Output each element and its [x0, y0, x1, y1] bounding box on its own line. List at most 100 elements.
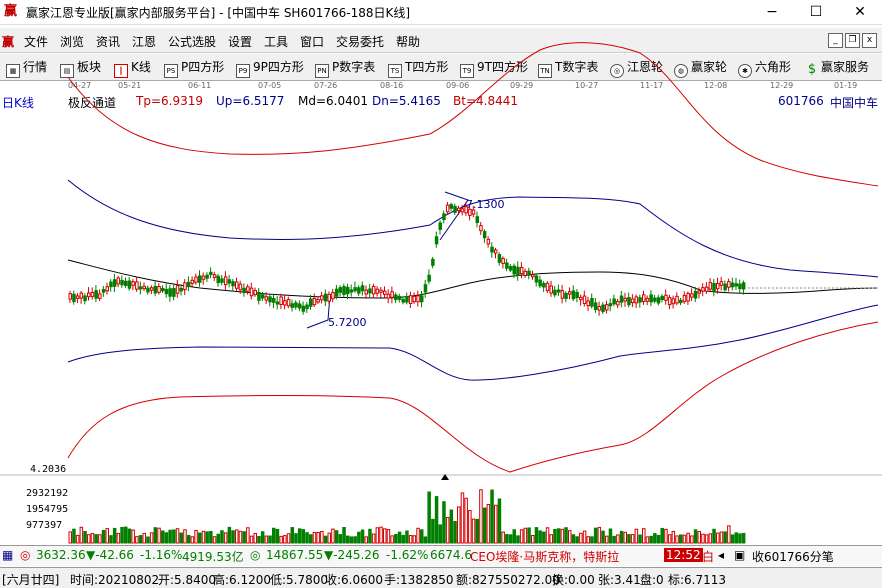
candle-body: [719, 281, 724, 286]
volume-bar: [512, 529, 516, 544]
volume-bar: [616, 534, 620, 544]
mdi-minimize-icon[interactable]: _: [828, 33, 843, 48]
volume-bar: [627, 534, 631, 544]
period-label[interactable]: 日K线: [2, 96, 34, 110]
candle-body: [519, 267, 524, 275]
candle-body: [431, 258, 435, 266]
quotes-button[interactable]: ▦ 行情: [6, 58, 47, 78]
winner-service-button[interactable]: $ 赢家服务: [807, 60, 870, 77]
volume-bar: [231, 530, 235, 544]
9p-square-button[interactable]: P9 9P四方形: [236, 58, 304, 78]
volume-bar: [72, 528, 76, 544]
candle-body: [290, 303, 294, 308]
candle-body: [268, 296, 272, 303]
mdi-close-icon[interactable]: x: [862, 33, 877, 48]
9t-square-button[interactable]: T9 9T四方形: [460, 58, 528, 78]
volume-bar: [660, 527, 664, 544]
news-ticker[interactable]: CEO埃隆·马斯克称，特斯拉: [470, 550, 620, 564]
menu-trade[interactable]: 交易委托: [336, 35, 385, 49]
volume-label: 977397: [26, 520, 62, 531]
volume-bar: [79, 526, 84, 544]
kline-button[interactable]: ┃ K线: [114, 58, 151, 78]
stock-code: 601766: [778, 94, 824, 108]
candlestick-series: [68, 201, 746, 316]
maximize-button[interactable]: ☐: [809, 4, 823, 20]
volume-bar: [586, 536, 590, 544]
volume-bar: [242, 531, 246, 544]
tick-detail-icon[interactable]: ▣: [734, 548, 746, 562]
volume-bar: [101, 530, 106, 544]
candle-body: [161, 287, 165, 292]
menu-window[interactable]: 窗口: [300, 35, 325, 49]
menu-news[interactable]: 资讯: [96, 35, 121, 49]
menu-tools[interactable]: 工具: [264, 35, 289, 49]
candle-body: [416, 295, 420, 303]
candle-body: [194, 276, 198, 283]
candle-body: [453, 205, 457, 213]
minimize-button[interactable]: −: [766, 4, 778, 20]
volume-bar: [357, 531, 361, 544]
sz-pct: -1.62%: [386, 548, 429, 562]
lunar-date: [六月廿四]: [2, 573, 60, 587]
volume-bar: [564, 527, 568, 544]
volume-bar: [579, 532, 583, 544]
menu-file[interactable]: 文件: [24, 35, 49, 49]
candle-body: [94, 290, 98, 299]
volume-bar: [342, 527, 346, 544]
candle-body: [124, 280, 128, 286]
speaker-icon[interactable]: ◂: [718, 548, 725, 562]
volume-bar: [112, 527, 117, 544]
indicator-bar: 日K线 极反通道 Tp=6.9319 Up=6.5177 Md=6.0401 D…: [0, 92, 882, 110]
ticker-bar: ▦ ◎ 3632.36 ▼-42.66 -1.16% 4919.53亿 ◎ 14…: [0, 545, 882, 566]
p-square-button[interactable]: PS P四方形: [164, 58, 224, 78]
volume-bar: [686, 532, 690, 544]
close-button[interactable]: ✕: [854, 4, 866, 20]
volume-bar: [157, 527, 161, 544]
volume-bar: [253, 532, 257, 544]
volume-bar: [571, 534, 576, 544]
winner-wheel-button[interactable]: ◍ 赢家轮: [674, 58, 727, 78]
volume-bar: [68, 531, 72, 544]
volume-bar: [172, 529, 176, 544]
t-square-button[interactable]: TS T四方形: [388, 58, 448, 78]
volume-bar: [216, 533, 220, 544]
menu-gann[interactable]: 江恩: [132, 35, 157, 49]
indicator-name[interactable]: 极反通道: [68, 96, 117, 110]
volume-bar: [423, 536, 428, 544]
menu-formula[interactable]: 公式选股: [168, 35, 217, 49]
volume-bar: [420, 529, 424, 544]
volume-bar: [464, 497, 468, 544]
volume-bar: [209, 530, 213, 544]
volume-bar: [186, 534, 191, 544]
candle-body: [601, 304, 605, 312]
volume-bar: [116, 532, 121, 544]
volume-bar: [701, 533, 705, 544]
volume-bar: [371, 533, 376, 544]
tick-detail-label[interactable]: 收601766分笔: [752, 550, 834, 564]
volume-bar: [501, 531, 505, 544]
volume-bar: [190, 536, 195, 544]
candle-body: [301, 305, 306, 312]
p-number-table-button[interactable]: PN P数字表: [315, 58, 375, 78]
menu-help[interactable]: 帮助: [396, 35, 421, 49]
candle-body: [442, 213, 446, 221]
candle-body: [320, 295, 324, 301]
calendar-icon[interactable]: ▦: [2, 548, 14, 562]
volume-bar: [568, 530, 572, 544]
mdi-restore-icon[interactable]: ❐: [845, 33, 860, 48]
menu-settings[interactable]: 设置: [228, 35, 253, 49]
bt-line: [67, 321, 879, 473]
candle-body: [242, 287, 246, 294]
sector-button[interactable]: ▤ 板块: [60, 58, 101, 78]
t-number-table-button[interactable]: TN T数字表: [538, 58, 598, 78]
chart-area[interactable]: [0, 81, 882, 544]
volume-bar: [149, 532, 154, 544]
candle-body: [553, 289, 557, 296]
volume-bar: [542, 531, 546, 544]
menu-browse[interactable]: 浏览: [60, 35, 85, 49]
volume-bar: [386, 529, 391, 544]
volume-bar: [87, 534, 91, 544]
volume-bar: [531, 535, 535, 544]
hexagon-button[interactable]: ✱ 六角形: [738, 58, 791, 78]
volume-bar: [346, 535, 350, 544]
